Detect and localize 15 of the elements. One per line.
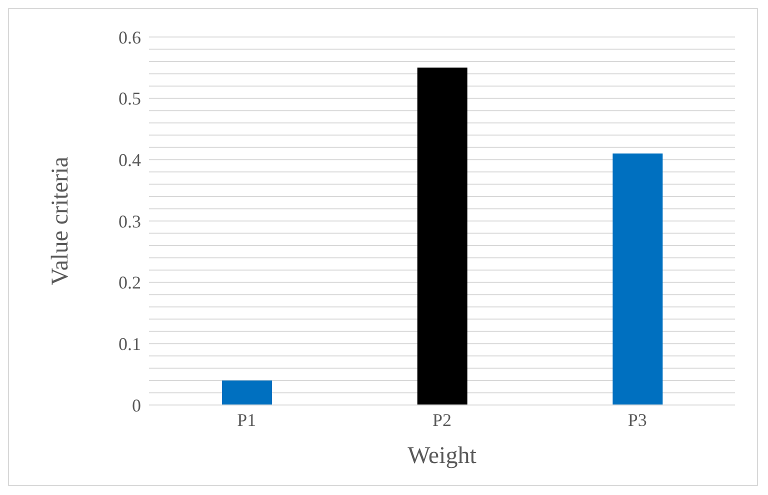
x-tick-label: P1 [237, 410, 256, 430]
y-tick-label: 0.3 [118, 211, 141, 232]
y-axis-title: Value criteria [48, 156, 74, 286]
y-tick-label: 0.5 [118, 88, 141, 109]
bar [417, 68, 468, 405]
x-tick-label: P2 [432, 410, 452, 430]
x-axis-title: Weight [408, 443, 477, 469]
y-tick-label: 0.4 [118, 150, 141, 170]
bar [222, 380, 272, 405]
y-tick-label: 0.2 [118, 272, 141, 293]
x-tick-label: P3 [628, 410, 647, 430]
y-tick-label: 0.1 [118, 334, 141, 354]
y-tick-label: 0 [132, 395, 141, 416]
y-tick-label: 0.6 [118, 27, 141, 48]
bar [612, 154, 663, 405]
